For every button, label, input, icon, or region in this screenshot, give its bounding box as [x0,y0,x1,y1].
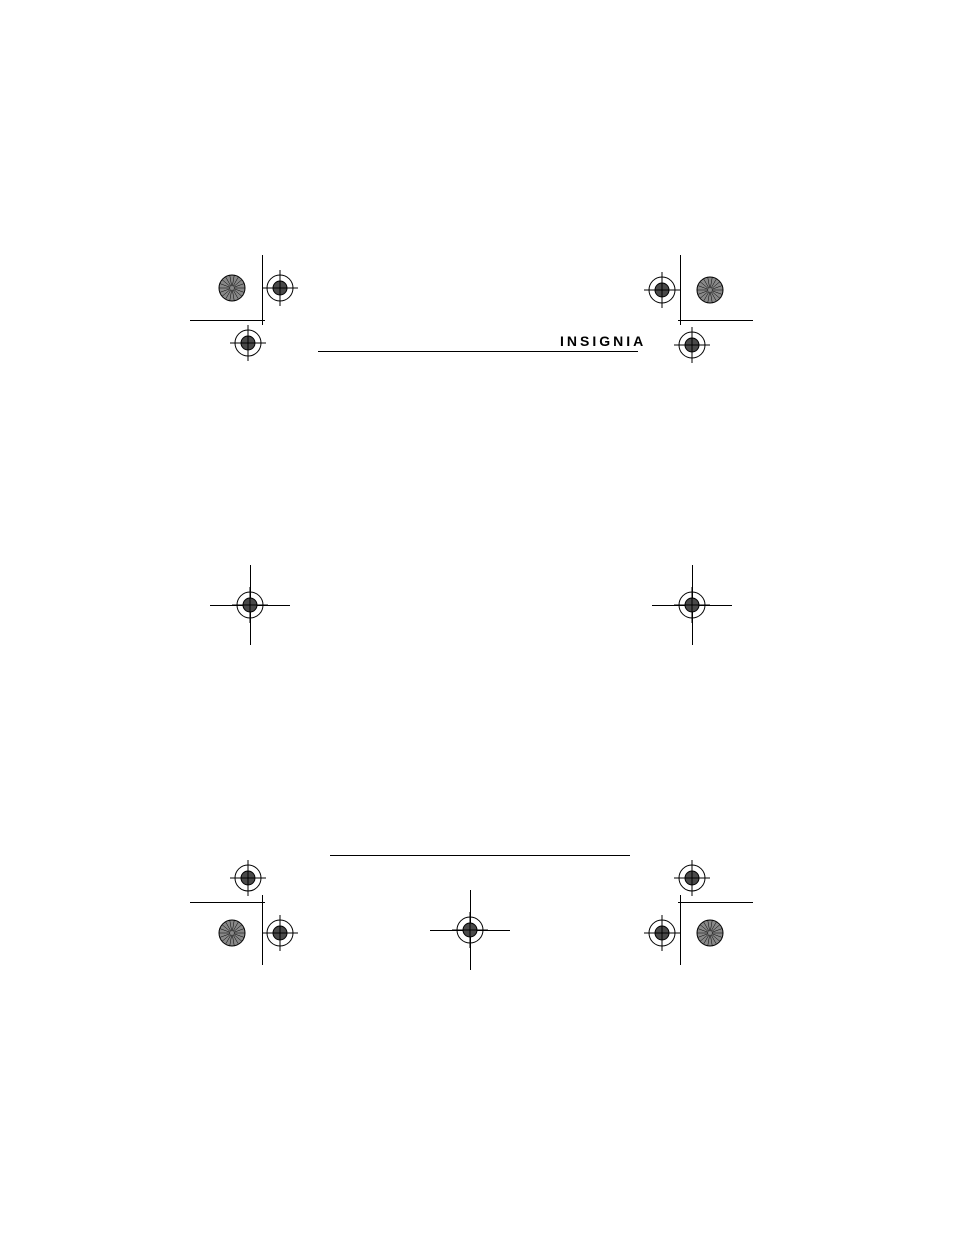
registration-textured-icon [684,907,736,959]
registration-crosshair-icon [260,268,300,308]
registration-crosshair-icon [230,585,270,625]
registration-crosshair-icon [642,270,682,310]
bottom-divider [330,855,630,856]
brand-logo-text: INSIGNIA [560,333,646,349]
registration-textured-icon [206,262,258,314]
registration-textured-icon [684,264,736,316]
top-divider [318,351,638,352]
registration-guide-line [190,320,265,321]
registration-crosshair-icon [260,913,300,953]
registration-guide-line [678,902,753,903]
registration-crosshair-icon [642,913,682,953]
registration-crosshair-icon [672,858,712,898]
registration-crosshair-icon [228,858,268,898]
registration-crosshair-icon [450,910,490,950]
registration-crosshair-icon [228,323,268,363]
registration-crosshair-icon [672,325,712,365]
registration-textured-icon [206,907,258,959]
registration-guide-line [190,902,265,903]
registration-crosshair-icon [672,585,712,625]
registration-guide-line [678,320,753,321]
